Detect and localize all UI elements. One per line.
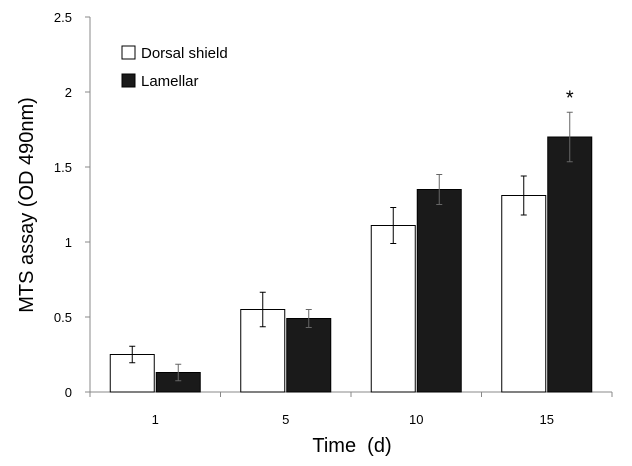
bar-lamellar <box>416 189 462 393</box>
x-tick-label: 15 <box>540 412 554 427</box>
bar-lamellar <box>286 318 332 393</box>
y-tick-label: 1 <box>65 235 72 250</box>
y-tick-label: 2.5 <box>54 10 72 25</box>
x-tick-label: 5 <box>282 412 289 427</box>
legend: Dorsal shield Lamellar <box>121 45 228 90</box>
bars <box>109 111 593 393</box>
bar-dorsal-shield <box>501 195 547 393</box>
legend-label-dorsal-shield: Dorsal shield <box>141 45 228 62</box>
y-axis: 0 0.5 1 1.5 2 2.5 <box>54 10 91 400</box>
legend-swatch-dorsal-shield <box>121 45 136 60</box>
bar-lamellar <box>547 136 593 393</box>
y-tick-label: 2 <box>65 85 72 100</box>
x-axis: 1 5 10 15 <box>89 391 613 427</box>
annotations: * <box>566 87 574 109</box>
y-tick-label: 0 <box>65 385 72 400</box>
bar-dorsal-shield <box>109 354 155 393</box>
x-tick-label: 1 <box>152 412 159 427</box>
y-tick-label: 0.5 <box>54 310 72 325</box>
bar-dorsal-shield <box>370 225 416 393</box>
x-tick-label: 10 <box>409 412 423 427</box>
y-axis-title: MTS assay (OD 490nm) <box>16 97 38 313</box>
legend-swatch-lamellar <box>121 73 136 88</box>
significance-marker: * <box>566 87 574 109</box>
legend-label-lamellar: Lamellar <box>141 73 199 90</box>
x-axis-title: Time (d) <box>312 435 391 457</box>
y-tick-label: 1.5 <box>54 160 72 175</box>
